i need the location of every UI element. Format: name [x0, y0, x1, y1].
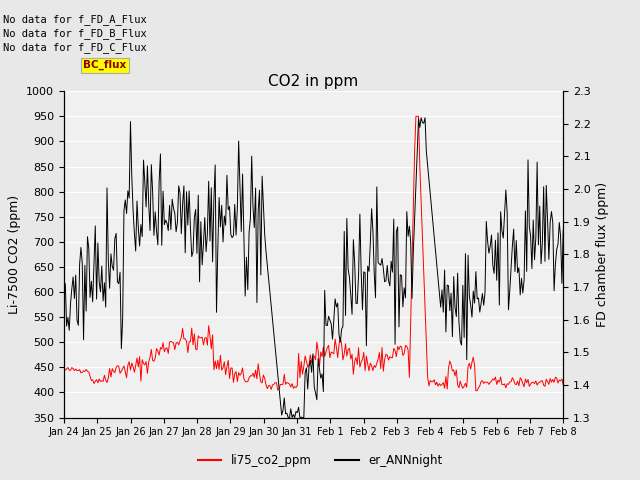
er_ANNnight	[318, 371, 326, 377]
Legend: li75_co2_ppm, er_ANNnight: li75_co2_ppm, er_ANNnight	[193, 449, 447, 472]
li75_co2_ppm	[60, 366, 68, 372]
er_ANNnight	[419, 120, 426, 125]
Line: li75_co2_ppm: li75_co2_ppm	[64, 116, 563, 391]
Text: No data for f_FD_B_Flux: No data for f_FD_B_Flux	[3, 28, 147, 39]
li75_co2_ppm	[558, 376, 566, 382]
Text: BC_flux: BC_flux	[83, 60, 127, 71]
li75_co2_ppm	[412, 113, 420, 119]
Text: No data for f_FD_A_Flux: No data for f_FD_A_Flux	[3, 13, 147, 24]
li75_co2_ppm	[559, 382, 567, 388]
er_ANNnight	[417, 115, 425, 120]
er_ANNnight	[77, 245, 84, 251]
li75_co2_ppm	[417, 199, 425, 204]
li75_co2_ppm	[317, 349, 324, 355]
er_ANNnight	[558, 280, 566, 286]
er_ANNnight	[284, 415, 292, 420]
Title: CO2 in ppm: CO2 in ppm	[268, 73, 359, 89]
Y-axis label: FD chamber flux (ppm): FD chamber flux (ppm)	[596, 182, 609, 327]
li75_co2_ppm	[493, 382, 500, 387]
li75_co2_ppm	[472, 388, 480, 394]
er_ANNnight	[60, 287, 68, 292]
li75_co2_ppm	[93, 377, 100, 383]
er_ANNnight	[559, 227, 567, 233]
Line: er_ANNnight: er_ANNnight	[64, 118, 563, 418]
er_ANNnight	[93, 296, 100, 302]
li75_co2_ppm	[77, 370, 84, 376]
er_ANNnight	[493, 277, 500, 283]
Text: No data for f_FD_C_Flux: No data for f_FD_C_Flux	[3, 42, 147, 53]
Y-axis label: Li-7500 CO2 (ppm): Li-7500 CO2 (ppm)	[8, 195, 20, 314]
